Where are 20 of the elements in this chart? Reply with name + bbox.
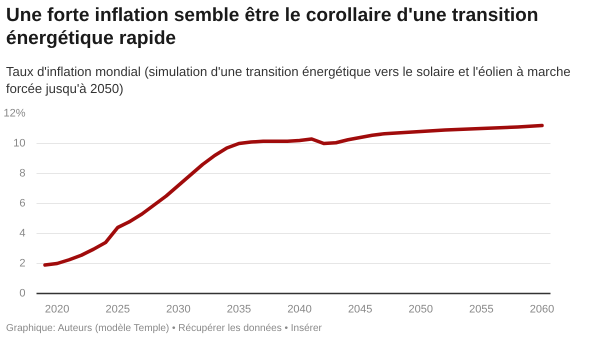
x-tick-label: 2045 <box>348 303 372 316</box>
y-tick-label: 2 <box>19 257 26 270</box>
y-tick-label: 6 <box>19 197 26 210</box>
text: Graphique: Auteurs (modèle Temple) • Récupérer les données • Insérer <box>6 322 322 336</box>
y-tick-label: 4 <box>19 227 26 240</box>
y-tick-label: 12% <box>3 107 26 120</box>
chart-title: Une forte inflation semble être le corollaire d'une transition énergétique rapide <box>6 5 540 51</box>
line-series <box>43 123 544 266</box>
y-tick-label: 8 <box>19 167 26 180</box>
x-tick-label: 2035 <box>226 303 252 316</box>
chart-subtitle: Taux d'inflation mondial (simulation d'une transition énergétique vers le solaire et l'éolien à marche forcée jusqu'à 2050) <box>6 62 572 98</box>
y-tick-label: 10 <box>13 137 26 150</box>
x-tick-label: 2055 <box>469 303 494 316</box>
x-tick-label: 2060 <box>530 303 554 316</box>
x-tick-label: 2030 <box>166 303 191 316</box>
x-tick-label: 2020 <box>44 303 70 316</box>
x-tick-label: 2025 <box>105 303 130 316</box>
x-tick-label: 2040 <box>287 303 312 316</box>
y-tick-label: 0 <box>19 287 26 300</box>
x-tick-label: 2050 <box>408 303 434 316</box>
